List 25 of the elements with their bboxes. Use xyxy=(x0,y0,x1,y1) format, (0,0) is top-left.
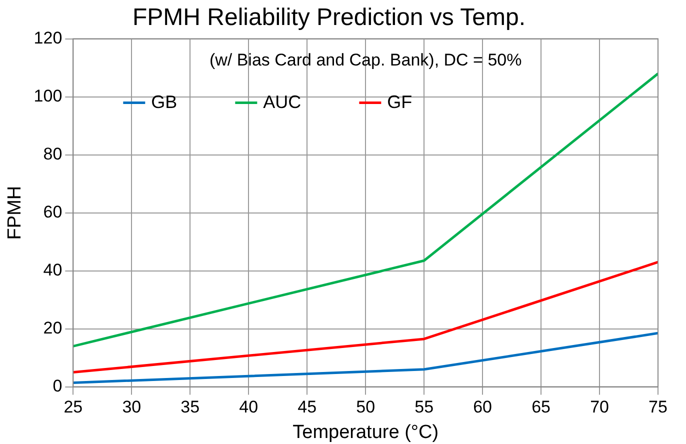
x-tick-label: 50 xyxy=(356,398,376,417)
y-tick-label: 40 xyxy=(43,260,62,280)
x-axis-title: Temperature (°C) xyxy=(292,422,439,443)
y-axis-title: FPMH xyxy=(4,186,26,240)
x-tick-label: 30 xyxy=(122,398,142,417)
x-tick-label: 40 xyxy=(239,398,258,417)
y-tick-label: 0 xyxy=(52,376,62,396)
y-tick-label: 80 xyxy=(43,144,62,164)
chart-title: FPMH Reliability Prediction vs Temp. xyxy=(132,4,526,32)
x-tick-label: 55 xyxy=(414,398,434,417)
y-tick-label: 100 xyxy=(34,86,62,106)
legend-label: GF xyxy=(387,92,412,112)
x-tick-label: 70 xyxy=(590,398,609,417)
x-tick-label: 45 xyxy=(298,398,317,417)
legend-label: GB xyxy=(151,92,178,112)
x-tick-label: 35 xyxy=(180,398,200,417)
x-tick-label: 25 xyxy=(64,398,83,417)
text: (w/ Bias Card and Cap. Bank), DC = 50% xyxy=(209,50,522,70)
x-tick-label: 65 xyxy=(532,398,550,417)
y-tick-label: 60 xyxy=(43,202,62,222)
y-tick-label: 20 xyxy=(43,318,62,338)
y-tick-label: 120 xyxy=(34,28,62,48)
legend-label: AUC xyxy=(263,92,302,112)
x-tick-label: 75 xyxy=(648,398,668,417)
x-tick-label: 60 xyxy=(473,398,492,417)
